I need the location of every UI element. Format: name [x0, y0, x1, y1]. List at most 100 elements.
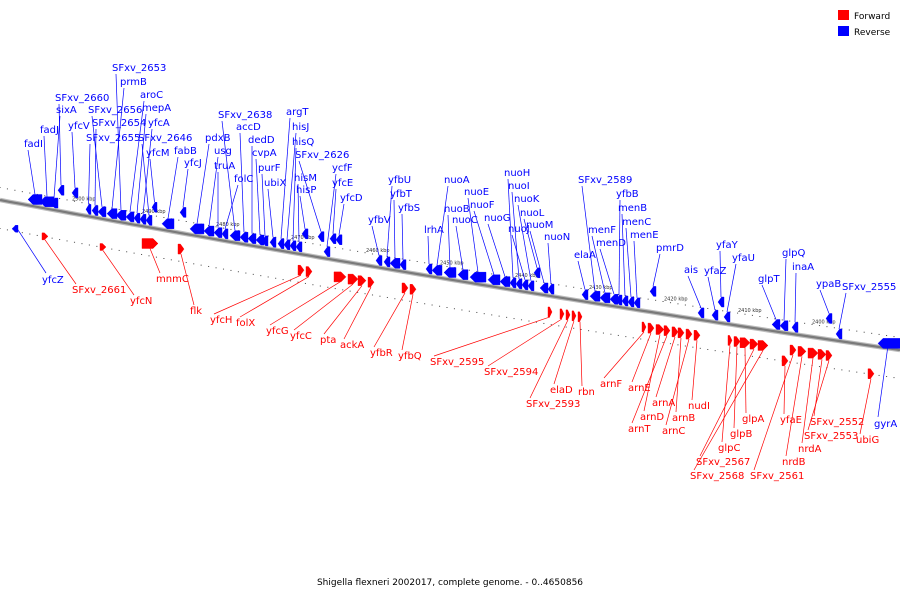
gene-arrow-pdxb[interactable]	[189, 223, 205, 235]
gene-arrow-inaa[interactable]	[791, 322, 799, 333]
gene-arrow-yfca[interactable]	[139, 214, 147, 225]
gene-arrow-nuob[interactable]	[443, 267, 457, 278]
gene-arrow-glpa[interactable]	[739, 337, 751, 348]
gene-label-nuoh[interactable]: nuoH	[504, 168, 530, 179]
gene-label-sfxv-2638[interactable]: SFxv_2638	[218, 110, 272, 121]
gene-label-yfbb[interactable]: yfbB	[616, 189, 639, 200]
gene-label-yfcd[interactable]: yfcD	[340, 193, 363, 204]
gene-label-folc[interactable]: folC	[234, 174, 253, 185]
gene-arrow-fadi[interactable]	[27, 194, 43, 205]
gene-label-purf[interactable]: purF	[258, 163, 281, 174]
gene-arrows[interactable]	[11, 185, 900, 379]
gene-label-glpc[interactable]: glpC	[718, 443, 740, 454]
gene-label-arnt[interactable]: arnT	[628, 424, 651, 435]
gene-arrow-arnt[interactable]	[663, 325, 671, 336]
gene-arrow-sfxv-2589[interactable]	[589, 290, 601, 302]
gene-label-arne[interactable]: arnE	[628, 383, 651, 394]
gene-label-mend[interactable]: menD	[596, 238, 626, 249]
gene-label-sfxv-2553[interactable]: SFxv_2553	[804, 431, 858, 442]
gene-label-nrda[interactable]: nrdA	[798, 444, 822, 455]
gene-arrow-nuog[interactable]	[499, 276, 511, 287]
gene-label-yfcc[interactable]: yfcC	[290, 331, 312, 342]
gene-arrow-yfbv[interactable]	[375, 255, 383, 266]
gene-label-sfxv-2555[interactable]: SFxv_2555	[842, 282, 896, 293]
gene-label-mepa[interactable]: mepA	[142, 103, 171, 114]
gene-label-sfxv-2654[interactable]: SFxv_2654	[92, 118, 146, 129]
gene-arrow-sfxv-2595[interactable]	[547, 306, 553, 318]
gene-label-ubix[interactable]: ubiX	[264, 178, 286, 189]
gene-label-yfbr[interactable]: yfbR	[370, 348, 393, 359]
gene-arrow-elad[interactable]	[571, 310, 577, 322]
gene-arrow-arna[interactable]	[671, 326, 679, 338]
gene-arrow-yfbq[interactable]	[409, 284, 417, 295]
gene-label-yfay[interactable]: yfaY	[716, 240, 739, 251]
gene-arrow-sfxv-2568[interactable]	[757, 340, 769, 351]
gene-arrow-hisp[interactable]	[301, 228, 309, 240]
gene-label-arnc[interactable]: arnC	[662, 426, 685, 437]
gene-arrow-yfbb[interactable]	[615, 294, 623, 306]
gene-arrow-yfcd[interactable]	[335, 234, 343, 245]
gene-label-sixa[interactable]: sixA	[56, 105, 77, 116]
gene-label-aroc[interactable]: aroC	[140, 90, 163, 101]
gene-arrow-sfxv-2555[interactable]	[835, 328, 843, 340]
gene-arrow-mepa[interactable]	[133, 212, 141, 224]
gene-arrow-sfxv-2654[interactable]	[91, 205, 99, 216]
gene-arrow-sfxv-2660[interactable]	[57, 185, 65, 196]
gene-label-glpa[interactable]: glpA	[742, 414, 764, 425]
gene-label-lrha[interactable]: lrhA	[424, 225, 444, 236]
gene-label-pdxb[interactable]: pdxB	[205, 133, 231, 144]
gene-arrow-sfxv-2593[interactable]	[565, 309, 571, 321]
gene-arrow-accd[interactable]	[239, 232, 249, 243]
gene-arrow-yfcm[interactable]	[151, 202, 158, 213]
gene-arrow-fabb[interactable]	[161, 218, 175, 229]
gene-label-folx[interactable]: folX	[236, 318, 255, 329]
gene-arrow-yfbr[interactable]	[401, 282, 409, 294]
gene-label-sfxv-2660[interactable]: SFxv_2660	[55, 93, 109, 104]
gene-label-sfxv-2595[interactable]: SFxv_2595	[430, 357, 484, 368]
gene-label-hisp[interactable]: hisP	[296, 185, 316, 196]
gene-label-pmrd[interactable]: pmrD	[656, 243, 684, 254]
gene-arrow-sfxv-2646[interactable]	[145, 215, 153, 226]
gene-label-yfcn[interactable]: yfcN	[130, 296, 152, 307]
gene-arrow-hisj[interactable]	[283, 239, 291, 250]
gene-labels[interactable]: fadIfadJsixASFxv_2660yfcVSFxv_2655SFxv_2…	[24, 63, 897, 482]
gene-arrow-yfbt[interactable]	[389, 258, 401, 269]
gene-arrow-mnmc[interactable]	[141, 238, 159, 249]
gene-label-sfxv-2594[interactable]: SFxv_2594	[484, 367, 538, 378]
gene-arrow-yfbu[interactable]	[383, 256, 391, 268]
gene-arrow-aroc[interactable]	[125, 211, 135, 223]
gene-arrow-menc[interactable]	[627, 296, 635, 308]
gene-arrow-mene[interactable]	[633, 297, 641, 309]
gene-arrow-sfxv-2594[interactable]	[559, 308, 565, 320]
gene-label-nuom[interactable]: nuoM	[526, 220, 553, 231]
gene-label-nrdb[interactable]: nrdB	[782, 457, 806, 468]
gene-arrow-arnf[interactable]	[641, 321, 647, 333]
gene-arrow-gyra[interactable]	[877, 338, 900, 349]
gene-label-sfxv-2561[interactable]: SFxv_2561	[750, 471, 804, 482]
gene-arrow-yfcn[interactable]	[99, 243, 107, 251]
gene-arrow-yfau[interactable]	[723, 311, 731, 323]
gene-arrow-pmrd[interactable]	[649, 286, 657, 297]
gene-arrow-folx[interactable]	[305, 266, 313, 277]
gene-arrow-nuoh[interactable]	[509, 277, 517, 289]
gene-arrow-nuof[interactable]	[487, 274, 501, 285]
gene-label-yfbu[interactable]: yfbU	[388, 175, 411, 186]
gene-label-yfca[interactable]: yfcA	[148, 118, 170, 129]
gene-arrow-sfxv-2656[interactable]	[97, 206, 107, 218]
gene-label-glpb[interactable]: glpB	[730, 429, 752, 440]
gene-arrow-sfxv-2567[interactable]	[749, 338, 759, 350]
gene-arrow-yfch[interactable]	[297, 264, 305, 276]
gene-label-arnb[interactable]: arnB	[672, 413, 695, 424]
gene-label-arnd[interactable]: arnD	[640, 412, 664, 423]
gene-label-accd[interactable]: accD	[236, 122, 261, 133]
gene-arrow-nuoj[interactable]	[521, 279, 529, 291]
gene-arrow-ubig[interactable]	[867, 368, 875, 379]
gene-arrow-sfxv-2661[interactable]	[41, 232, 49, 241]
gene-label-nuon[interactable]: nuoN	[544, 232, 570, 243]
gene-label-glpq[interactable]: glpQ	[782, 248, 805, 259]
gene-label-mene[interactable]: menE	[630, 230, 659, 241]
gene-arrow-nuoa[interactable]	[431, 265, 443, 276]
gene-label-yfce[interactable]: yfcE	[332, 178, 353, 189]
gene-label-gyra[interactable]: gyrA	[874, 419, 897, 430]
gene-label-nuoj[interactable]: nuoJ	[508, 224, 530, 235]
